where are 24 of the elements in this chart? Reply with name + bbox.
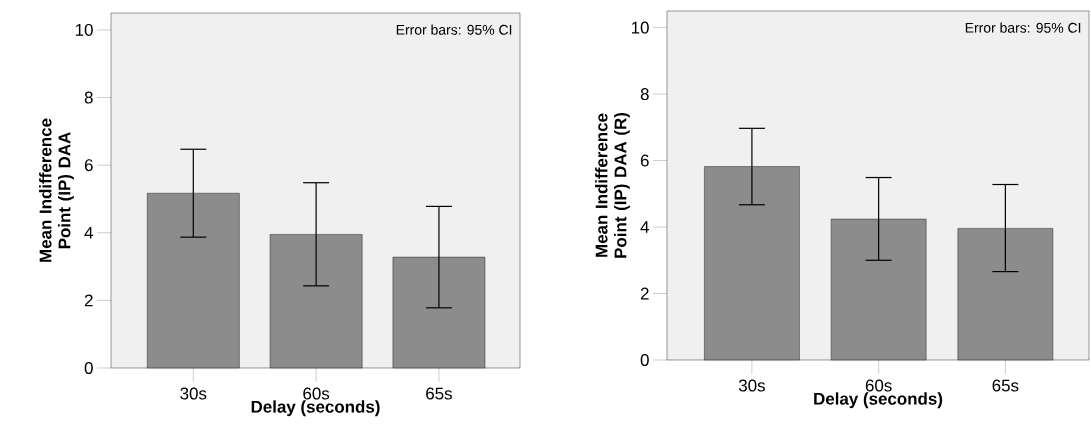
y-tick-label: 6 [84,159,93,172]
y-tick-label: 10 [75,23,93,36]
x-tick-label: 30s [738,379,765,392]
annotation: Error bars: 95% CI [965,22,1081,33]
x-tick-label: 60s [865,379,892,392]
y-axis-title: Mean Indifference Point (IP) DAA [39,118,74,262]
x-tick-label: 65s [426,387,452,400]
x-tick-label: 30s [180,387,207,400]
x-axis-title: Delay (seconds) [814,392,943,409]
y-tick-label: 0 [84,362,93,374]
y-tick-label: 2 [84,294,93,307]
y-tick-label: 0 [640,354,649,366]
y-tick-label: 8 [640,88,649,101]
y-tick-label: 6 [640,154,649,167]
annotation: Error bars: 95% CI [396,24,512,35]
y-tick-label: 8 [84,91,93,104]
y-axis-title: Mean Indifference Point (IP) DAA (R) [595,112,630,258]
y-tick-label: 4 [84,226,93,239]
x-tick-label: 65s [992,379,1019,392]
y-tick-label: 4 [640,221,649,233]
y-tick-label: 10 [631,21,649,34]
y-tick-label: 2 [640,287,649,300]
x-axis-title: Delay (seconds) [251,400,380,417]
x-tick-label: 60s [303,387,330,400]
